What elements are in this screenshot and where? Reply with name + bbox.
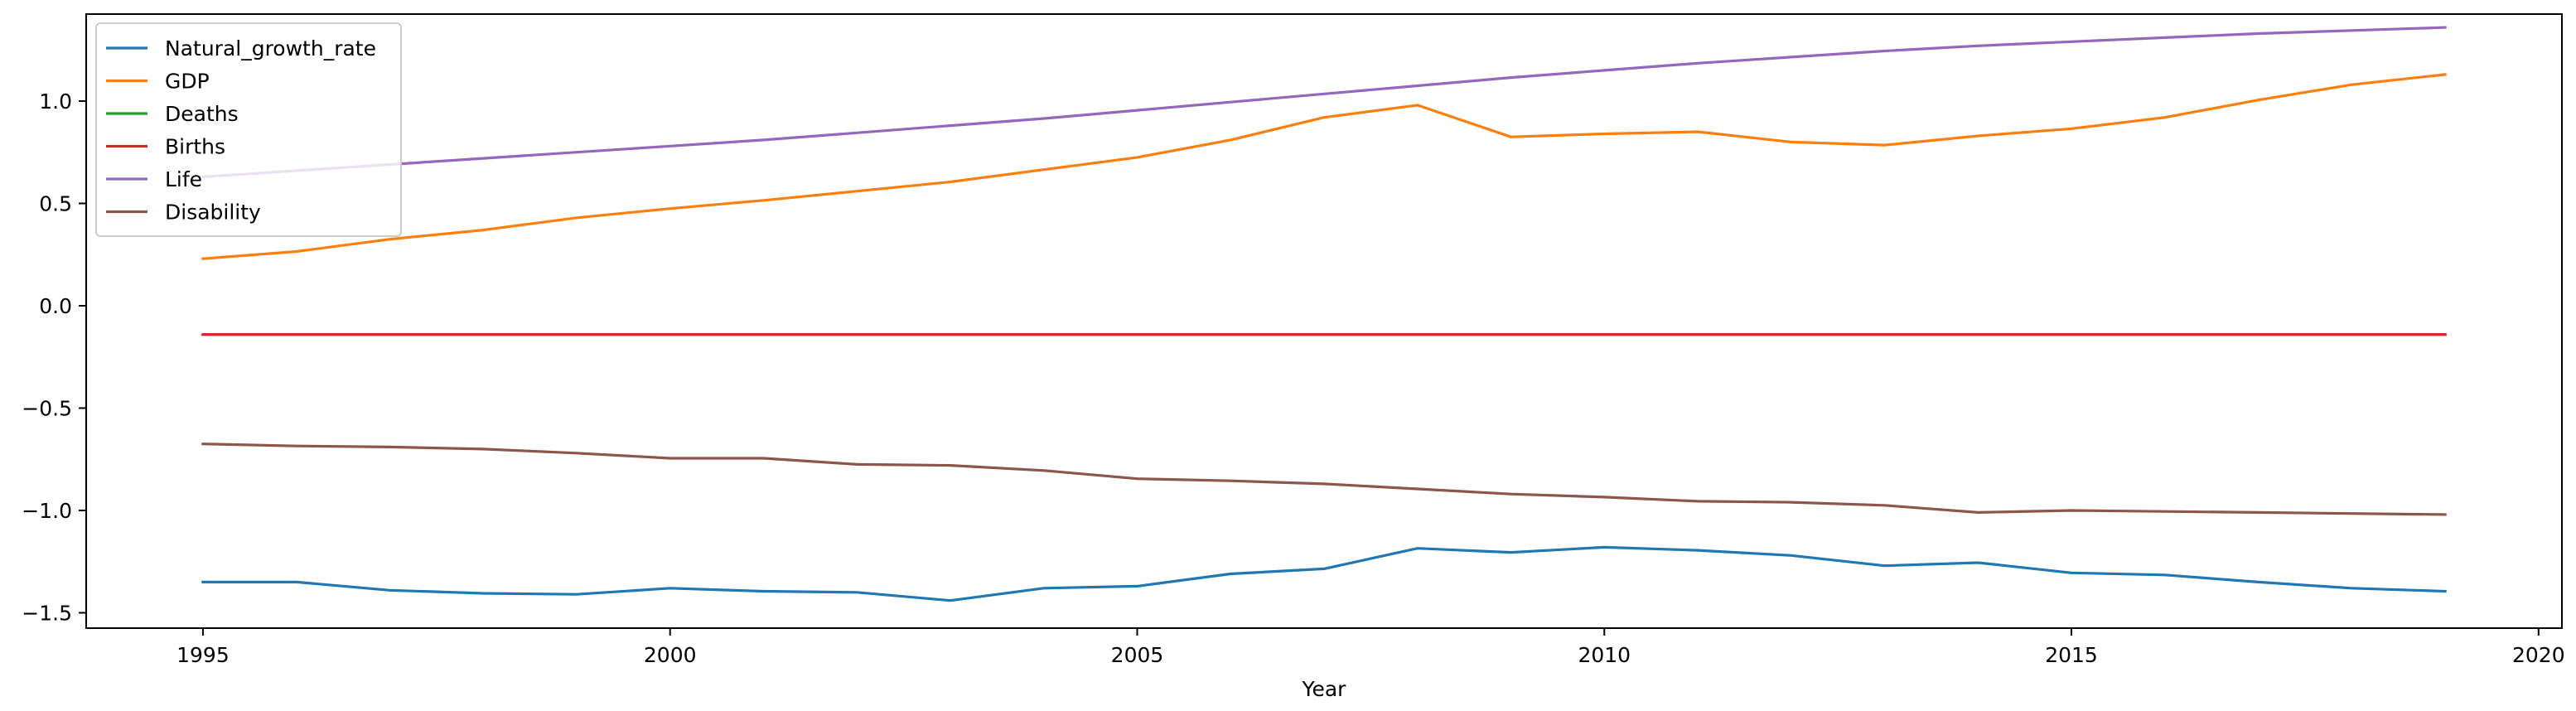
y-tick-label: 0.5 <box>39 191 72 215</box>
legend-label: GDP <box>165 70 210 94</box>
series-line-natural-growth-rate <box>201 545 2447 602</box>
y-tick-label: −0.5 <box>22 396 72 420</box>
y-tick-label: 0.0 <box>39 294 72 318</box>
x-tick-label: 2015 <box>2045 643 2098 667</box>
legend-label: Deaths <box>165 102 239 126</box>
x-tick-label: 2020 <box>2512 643 2565 667</box>
x-axis-label: Year <box>1302 677 1347 701</box>
y-tick-label: −1.0 <box>22 499 72 523</box>
legend-label: Disability <box>165 201 261 225</box>
x-tick-label: 2010 <box>1578 643 1631 667</box>
legend-label: Births <box>165 135 225 159</box>
y-tick-label: 1.0 <box>39 89 72 114</box>
y-tick-label: −1.5 <box>22 601 72 625</box>
legend-box <box>95 22 402 237</box>
plot-frame <box>85 13 2563 629</box>
legend: Natural_growth_rate GDP Deaths Births Life Di… <box>95 22 402 237</box>
legend-label: Life <box>165 167 202 191</box>
x-tick-label: 2000 <box>644 643 697 667</box>
x-tick-label: 2005 <box>1111 643 1164 667</box>
x-tick-label: 1995 <box>176 643 230 667</box>
y-axis: −1.5 −1.0 −0.5 0.0 0.5 1.0 <box>22 89 86 625</box>
series-line-life <box>201 26 2447 179</box>
legend-label: Natural_growth_rate <box>165 36 376 60</box>
series-line-gdp <box>201 73 2447 260</box>
x-axis: 1995 2000 2005 2010 2015 2020 <box>176 628 2565 667</box>
series-layer <box>201 26 2447 602</box>
series-line-disability <box>201 443 2447 516</box>
